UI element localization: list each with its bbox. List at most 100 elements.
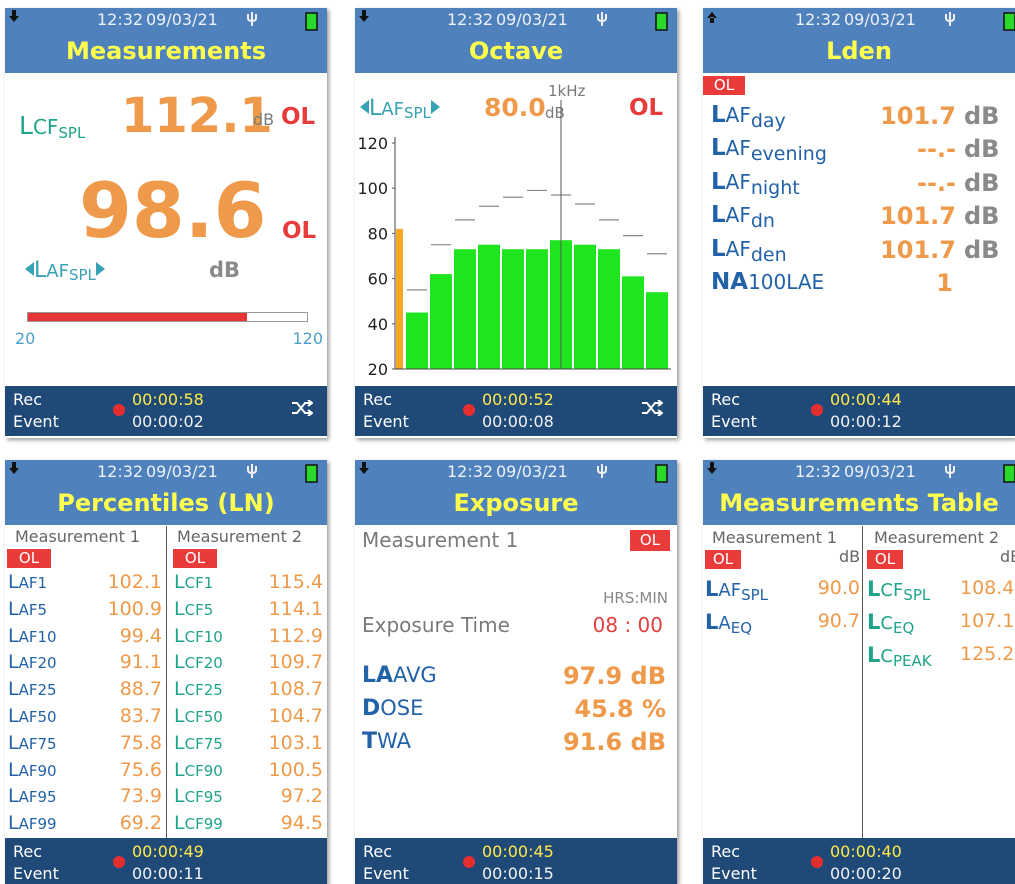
rec-label: Rec [711, 842, 741, 861]
label-part: SPL [58, 124, 86, 142]
usb-icon [247, 464, 257, 478]
main-unit: dB [209, 258, 241, 282]
screen-title: Octave [468, 37, 564, 65]
row-value: 83.7 [119, 705, 162, 727]
usb-icon [247, 12, 257, 26]
row-value: 101.7 [880, 235, 956, 264]
screen-title: Measurements [66, 37, 266, 65]
status-date: 09/03/21 [844, 10, 916, 29]
row-value: 90.7 [817, 610, 860, 632]
label-part: AF95 [18, 788, 57, 807]
label: LCF5 [174, 598, 213, 620]
label-part: L [8, 705, 19, 727]
label: LCF50 [174, 705, 223, 727]
label: LAFdn [711, 202, 775, 232]
status-icons [358, 10, 668, 31]
label: LCPEAK [867, 643, 932, 670]
row-unit: dB [964, 202, 1000, 231]
status-icons [8, 10, 318, 31]
label-part: AF5 [18, 600, 48, 619]
label-part: D [362, 696, 381, 721]
rec-label: Rec [711, 390, 741, 409]
status-icons [358, 462, 668, 483]
footer: Rec Event 00:00:40 00:00:20 [703, 838, 1015, 884]
label: LAF20 [8, 651, 57, 673]
bar [478, 244, 500, 369]
label-part: evening [750, 143, 827, 166]
label-part: EQ [892, 619, 915, 637]
label-part: 100LAE [748, 270, 825, 294]
row-value: 75.8 [119, 731, 162, 754]
label-part: L [8, 624, 19, 647]
label: LCF75 [174, 732, 223, 754]
label-part: A [718, 613, 731, 634]
row-value: 108.4 [960, 577, 1015, 599]
status-date: 09/03/21 [146, 10, 218, 29]
label: LAF50 [8, 705, 57, 727]
rec-dot [811, 856, 823, 868]
label-part: T [362, 729, 378, 754]
label-part: AF50 [18, 708, 57, 726]
label-part: L [174, 597, 185, 620]
overload-flag: OL [7, 549, 51, 568]
status-date: 09/03/21 [496, 10, 568, 29]
label-part: L [34, 258, 47, 283]
label-part: AF [718, 580, 742, 601]
header: 12:32 09/03/21 Exposure [355, 460, 677, 525]
shuffle-icon [641, 399, 664, 417]
label-part: L [705, 577, 719, 601]
label-part: L [174, 731, 185, 754]
status-time: 12:32 [97, 10, 144, 29]
arrow [430, 100, 440, 114]
rec-label: Rec [363, 390, 393, 409]
column-divider [166, 526, 167, 838]
rec-time: 00:00:52 [482, 390, 554, 409]
column-unit: dB [839, 547, 861, 566]
battery-icon [655, 12, 668, 31]
label-part: CF99 [184, 815, 223, 834]
screen: 12:32 09/03/21 Exposure Rec Event 00:00:45 00:… [355, 460, 677, 884]
label: LAFden [711, 236, 787, 266]
row-value: 45.8 % [574, 695, 666, 723]
level-fill [28, 313, 248, 321]
header: 12:32 09/03/21 Measurements [5, 8, 327, 73]
label: LCFSPL [867, 577, 930, 604]
screen: 12:32 09/03/21 Measurements Table Rec Event 0… [703, 460, 1015, 884]
time-value: 08 : 00 [592, 613, 663, 637]
rec-time: 00:00:45 [482, 842, 554, 861]
bar [454, 249, 476, 369]
row-value: 90.0 [817, 577, 860, 599]
screen: 12:32 09/03/21 Octave Rec Event 00:00:52 00:00… [355, 8, 677, 438]
y-tick-label: 60 [368, 270, 388, 289]
status-date: 09/03/21 [146, 462, 218, 481]
battery-icon [305, 12, 318, 31]
row-value: 101.7 [880, 202, 956, 231]
screen: 12:32 09/03/21 Lden Rec Event 00:00:44 00:00:1… [703, 8, 1015, 438]
band-label: 1kHz [548, 82, 586, 100]
screen: 12:32 09/03/21 Percentiles (LN) Rec Event 00:… [5, 460, 327, 884]
footer: Rec Event 00:00:58 00:00:02 [5, 386, 327, 436]
screen-title: Measurements Table [719, 489, 999, 517]
rec-dot [113, 404, 125, 416]
label-part: L [174, 678, 185, 701]
event-time: 00:00:02 [132, 412, 204, 431]
label-part: OSE [380, 696, 424, 720]
label-part: CF5 [184, 600, 214, 619]
label: LAFSPL [705, 577, 768, 604]
rec-dot [113, 856, 125, 868]
top-flag: OL [281, 104, 316, 130]
rec-label: Rec [13, 390, 43, 409]
label-part: C [880, 646, 893, 667]
label-part: AF [725, 136, 751, 161]
status-icons [8, 462, 318, 483]
row-value: 69.2 [119, 812, 162, 835]
row-value: 100.5 [268, 758, 323, 781]
label-part: L [711, 102, 726, 128]
column-unit: dB [1000, 547, 1015, 566]
label-part: WA [377, 729, 411, 753]
selector: LAFSPL [25, 258, 105, 284]
label: LAF75 [8, 732, 57, 754]
label-part: L [867, 610, 881, 634]
label-part: CF20 [184, 654, 223, 673]
main-flag: OL [282, 218, 317, 244]
